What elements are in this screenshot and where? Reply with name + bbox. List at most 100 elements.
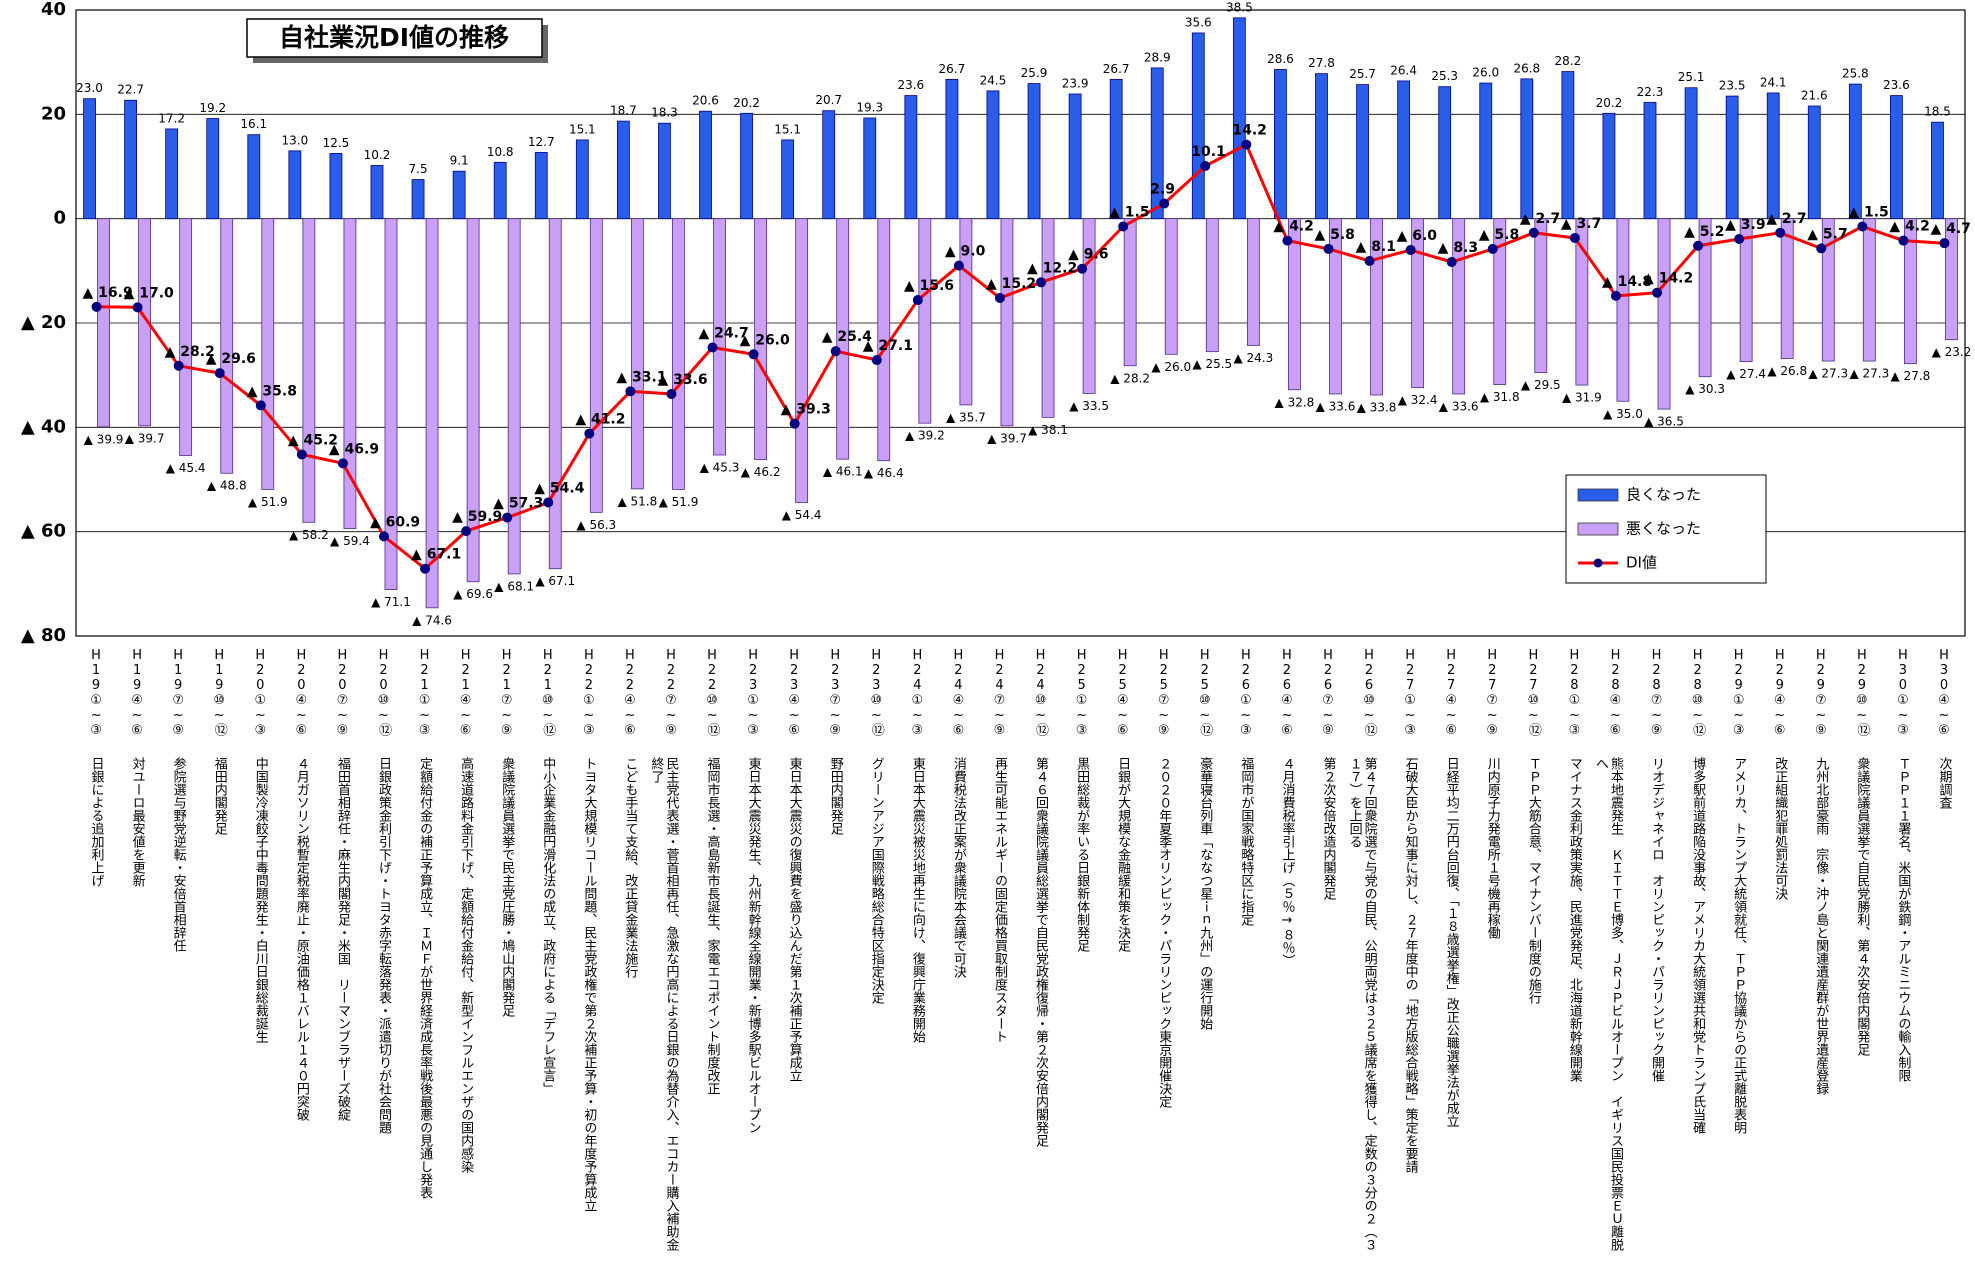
x-tick-label: H28⑦~⑨ [1649, 648, 1665, 738]
chart-title: 自社業況DI値の推移 [279, 23, 509, 52]
event-label: 日銀政策金利引下げ・トヨタ赤字転落発表・派遣切りが社会問題 [376, 757, 391, 1134]
value-label: 28.6 [1267, 52, 1294, 66]
value-label: 26.4 [1390, 63, 1417, 77]
value-label: ▲ 26.8 [1767, 364, 1807, 378]
bar [493, 161, 507, 220]
value-label: ▲ 46.1 [823, 465, 863, 479]
bar [83, 98, 96, 220]
di-marker [461, 526, 472, 537]
di-marker [994, 292, 1005, 303]
x-tick-label: H29⑦~⑨ [1813, 648, 1829, 738]
value-label: ▲ 23.2 [1932, 345, 1972, 359]
bar [754, 218, 767, 461]
event-label: こども手当て支給、改正貸金業法施行 [622, 757, 638, 978]
value-label: 26.7 [939, 62, 966, 76]
di-marker [296, 449, 307, 460]
di-marker [1487, 243, 1498, 254]
x-tick-label: H25⑩~⑫ [1197, 648, 1213, 736]
event-label: ＴＰＰ大筋合意、マイナンバー制度の施行 [1525, 757, 1541, 1004]
di-value-label: ▲ 26.0 [740, 332, 790, 348]
value-label: 25.8 [1842, 67, 1869, 81]
bar [575, 139, 589, 220]
x-tick-label: H23①~③ [745, 648, 761, 738]
bar [1109, 78, 1123, 220]
y-tick-label: ▲ 80 [21, 625, 66, 646]
di-value-label: ▲ 17.0 [124, 285, 174, 301]
x-tick-label: H25⑦~⑨ [1156, 648, 1172, 738]
value-label: ▲ 35.7 [946, 410, 986, 424]
bar [1575, 218, 1589, 386]
bar [1821, 218, 1835, 362]
event-label: 博多駅前道路陥没事故、アメリカ大統領選共和党トランプ氏当確 [1690, 757, 1706, 1134]
di-value-label: 2.9 [1150, 182, 1175, 198]
bar [1205, 218, 1219, 353]
bar [138, 218, 151, 427]
di-value-label: ▲ 28.2 [165, 344, 215, 360]
value-label: 18.7 [610, 104, 637, 118]
x-tick-label: H20④~⑥ [293, 648, 309, 738]
bar [1493, 218, 1507, 385]
event-label: 高速道路料金引下げ、定額給付金給付、新型インフルエンザの国内感染 [458, 757, 474, 1173]
di-value-label: ▲ 14.2 [1643, 271, 1693, 287]
di-marker [255, 400, 266, 411]
di-value-label: ▲ 29.6 [206, 351, 256, 367]
value-label: ▲ 39.7 [125, 431, 165, 445]
y-tick-label: ▲ 40 [21, 416, 66, 437]
x-tick-label: H22④~⑥ [622, 648, 638, 738]
event-label: 石破大臣から知事に対し、２７年度中の「地方版総合戦略」策定を要請 [1402, 757, 1418, 1173]
di-marker [1898, 235, 1909, 246]
di-line [96, 142, 1945, 571]
di-value-label: ▲ 5.2 [1684, 224, 1724, 240]
value-label: ▲ 45.4 [166, 461, 206, 475]
bar [1520, 78, 1534, 220]
bar [616, 120, 630, 220]
di-marker [543, 497, 554, 508]
bar [1397, 80, 1411, 220]
di-marker [1734, 234, 1745, 245]
di-value-label: ▲ 60.9 [370, 514, 420, 530]
value-label: ▲ 51.8 [617, 494, 657, 508]
value-label: 23.6 [1883, 78, 1910, 92]
di-marker [132, 302, 143, 313]
value-label: ▲ 46.4 [864, 466, 904, 480]
x-tick-label: H27⑦~⑨ [1484, 648, 1500, 738]
y-tick-label: ▲ 20 [21, 312, 66, 333]
value-label: 20.6 [692, 94, 719, 108]
x-tick-label: H24⑩~⑫ [1033, 648, 1049, 736]
bar [1862, 218, 1876, 362]
event-label: 東日本大震災の復興費を盛り込んだ第１次補正予算成立 [786, 757, 802, 1082]
bar [1904, 218, 1917, 365]
event-label: リオデジャネイロ オリンピック・パラリンピック開催 [1649, 757, 1665, 1082]
x-tick-label: H20⑦~⑨ [334, 648, 350, 738]
x-tick-label: H30④~⑥ [1936, 648, 1952, 738]
di-marker [871, 355, 882, 366]
di-marker [666, 388, 677, 399]
x-tick-label: H19④~⑥ [129, 648, 145, 738]
event-label: 福田内閣発足 [211, 757, 227, 835]
bar [1246, 218, 1260, 346]
value-label: ▲ 51.9 [659, 495, 699, 509]
x-tick-label: H25①~③ [1074, 648, 1090, 738]
value-label: 15.1 [569, 122, 596, 136]
bar [548, 218, 562, 570]
legend-marker [1593, 558, 1603, 568]
x-tick-label: H21①~③ [417, 648, 433, 738]
event-label: 熊本地震発生 ＫＩＴＴＥ博多、ＪＲＪＰビルオープン イギリス国民投票ＥＵ離脱へ [1592, 757, 1623, 1251]
di-value-label: ▲ 27.1 [863, 338, 913, 354]
bar [329, 153, 343, 220]
di-value-label: ▲ 9.6 [1068, 247, 1108, 263]
di-value-label: ▲ 3.7 [1561, 216, 1601, 232]
value-label: 18.5 [1924, 105, 1951, 119]
value-label: ▲ 67.1 [535, 574, 575, 588]
bar [1191, 32, 1205, 220]
value-label: ▲ 27.3 [1849, 367, 1889, 381]
value-label: 28.9 [1144, 50, 1171, 64]
value-label: ▲ 33.6 [1439, 399, 1479, 413]
bar [343, 218, 357, 529]
di-marker [1693, 240, 1704, 251]
event-label: 改正組織犯罪処罰法可決 [1772, 757, 1788, 900]
bar [945, 78, 959, 220]
value-label: 19.2 [199, 101, 226, 115]
value-label: ▲ 39.9 [84, 432, 124, 446]
